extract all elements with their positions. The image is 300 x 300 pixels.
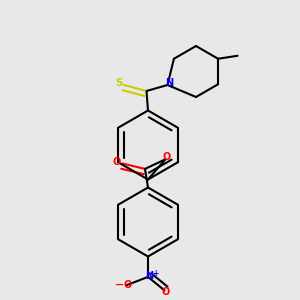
Text: O: O [162, 287, 170, 297]
Text: N: N [165, 79, 173, 88]
Text: O: O [113, 157, 121, 167]
Text: S: S [115, 79, 122, 88]
Text: −: − [115, 280, 124, 290]
Text: N: N [146, 271, 154, 281]
Text: O: O [163, 152, 171, 162]
Text: +: + [152, 269, 159, 278]
Text: O: O [124, 280, 132, 290]
